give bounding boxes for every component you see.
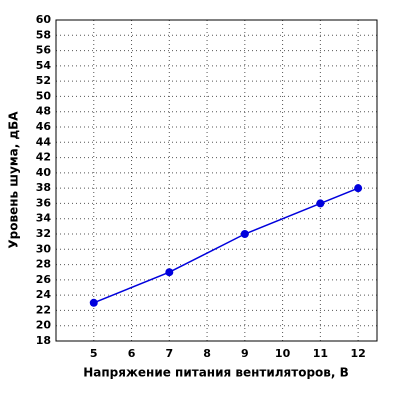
x-tick-label: 11 (313, 347, 328, 360)
y-tick-label: 52 (36, 74, 51, 87)
y-tick-label: 22 (36, 303, 51, 316)
x-tick-label: 8 (203, 347, 211, 360)
marker (316, 199, 325, 208)
y-tick-label: 48 (36, 105, 51, 118)
y-tick-label: 44 (36, 135, 52, 148)
x-tick-label: 6 (128, 347, 136, 360)
y-tick-label: 32 (36, 227, 51, 240)
y-tick-label: 36 (36, 196, 52, 209)
y-tick-label: 30 (36, 242, 52, 255)
x-axis-label: Напряжение питания вентиляторов, В (83, 366, 349, 380)
y-tick-label: 42 (36, 151, 51, 164)
marker (240, 230, 249, 238)
y-tick-label: 56 (36, 44, 52, 57)
x-tick-label: 7 (165, 347, 173, 360)
y-tick-label: 34 (36, 212, 52, 225)
x-tick-label: 5 (90, 347, 98, 360)
y-tick-label: 38 (36, 181, 51, 194)
y-tick-label: 60 (36, 13, 52, 26)
y-tick-label: 20 (36, 319, 52, 332)
y-tick-label: 46 (36, 120, 52, 133)
marker (89, 298, 98, 307)
x-tick-label: 9 (241, 347, 249, 360)
y-tick-label: 24 (36, 288, 52, 301)
y-tick-label: 54 (36, 59, 52, 72)
plot-frame (55, 19, 378, 342)
x-tick-label: 12 (350, 347, 365, 360)
y-tick-label: 58 (36, 28, 51, 41)
y-tick-label: 28 (36, 258, 51, 271)
y-tick-label: 18 (36, 334, 51, 347)
y-tick-label: 40 (36, 166, 52, 179)
y-axis-label: Уровень шума, дБА (7, 111, 21, 249)
x-tick-label: 10 (275, 347, 291, 360)
marker (354, 184, 363, 193)
y-tick-label: 50 (36, 89, 52, 102)
marker (165, 268, 174, 277)
y-tick-label: 26 (36, 273, 52, 286)
